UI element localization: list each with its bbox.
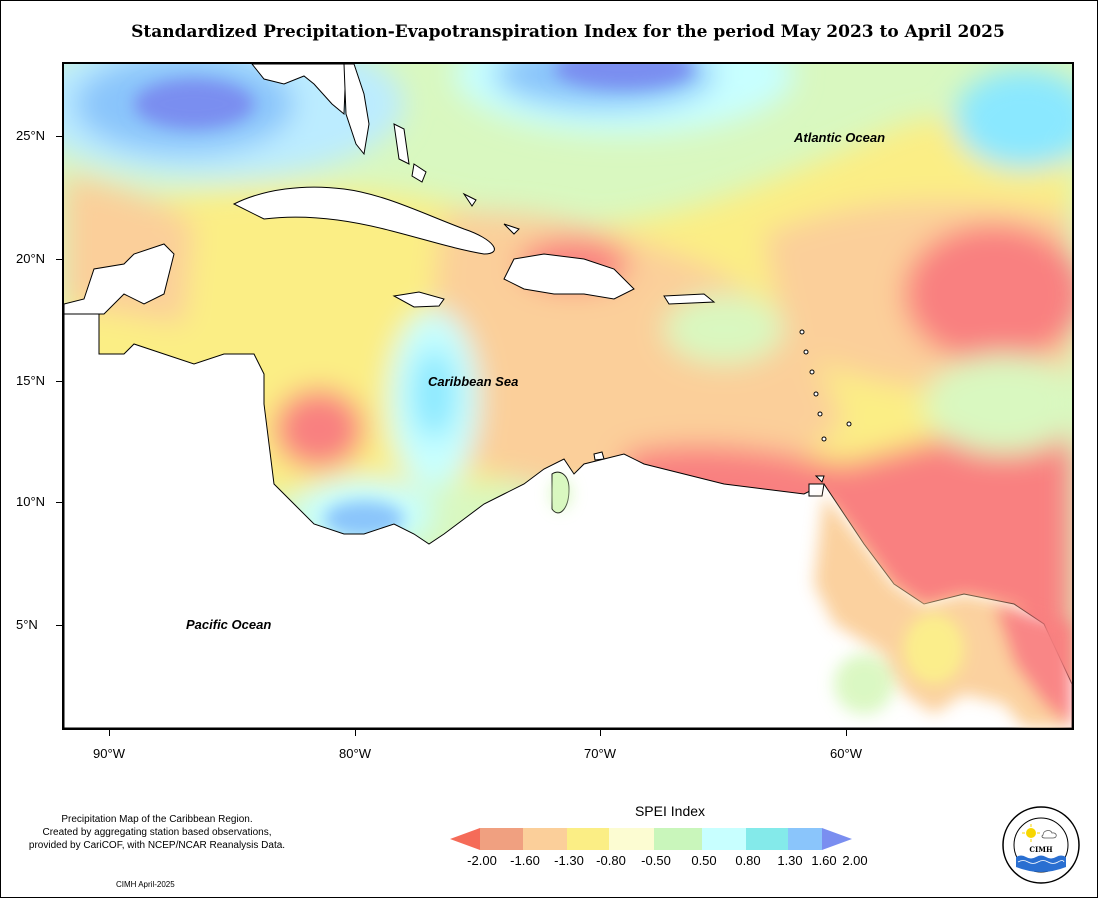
legend-labels: -2.00 -1.60 -1.30 -0.80 -0.50 0.50 0.80 … (452, 853, 867, 871)
credit-line: Created by aggregating station based obs… (42, 827, 272, 838)
legend-value: -2.00 (467, 853, 497, 868)
caribbean-sea-label: Caribbean Sea (428, 374, 519, 389)
legend-swatch (523, 828, 567, 850)
spei-map[interactable] (62, 62, 1074, 730)
legend-swatch (567, 828, 609, 850)
lon-label: 80°W (339, 746, 371, 761)
spei-map-canvas (64, 64, 1072, 728)
legend-value: -1.60 (510, 853, 540, 868)
land-masses (64, 64, 1072, 728)
cimh-logo-icon: CIMH (1002, 806, 1080, 884)
tick-mark (355, 730, 356, 736)
lon-label: 70°W (584, 746, 616, 761)
legend-title: SPEI Index (634, 803, 706, 819)
legend-swatch (609, 828, 654, 850)
tick-mark (56, 502, 62, 503)
tick-mark (56, 381, 62, 382)
legend-value: -1.30 (554, 853, 584, 868)
tick-mark (600, 730, 601, 736)
legend-value: 1.30 (777, 853, 803, 868)
legend-swatch (450, 828, 480, 850)
legend-colorbar (450, 828, 852, 850)
legend-swatch (788, 828, 822, 850)
lon-label: 60°W (830, 746, 862, 761)
tick-mark (56, 136, 62, 137)
lat-label: 5°N (16, 617, 38, 632)
lon-label: 90°W (93, 746, 125, 761)
tick-mark (56, 259, 62, 260)
legend-swatch (702, 828, 746, 850)
legend-value: 0.50 (691, 853, 717, 868)
lat-label: 10°N (16, 494, 46, 509)
tick-mark (109, 730, 110, 736)
atlantic-ocean-label: Atlantic Ocean (794, 130, 886, 145)
lat-label: 20°N (16, 251, 46, 266)
credit-line: provided by CariCOF, with NCEP/NCAR Rean… (28, 840, 286, 851)
legend-swatch (822, 828, 852, 850)
tick-mark (846, 730, 847, 736)
legend-swatch (480, 828, 523, 850)
legend-swatch (746, 828, 788, 850)
tick-mark (56, 625, 62, 626)
map-title: Standardized Precipitation-Evapotranspir… (131, 22, 1005, 42)
lat-label: 25°N (16, 128, 46, 143)
pacific-ocean-label: Pacific Ocean (186, 617, 272, 632)
legend-value: 2.00 (842, 853, 868, 868)
legend-swatch (654, 828, 702, 850)
legend-value: 0.80 (735, 853, 761, 868)
issue-date: CIMH April-2025 (116, 880, 175, 889)
logo-text: CIMH (1029, 845, 1053, 854)
credit-line: Precipitation Map of the Caribbean Regio… (61, 814, 253, 825)
legend-value: -0.50 (641, 853, 671, 868)
map-credits: Precipitation Map of the Caribbean Regio… (6, 813, 308, 852)
legend-value: 1.60 (811, 853, 837, 868)
lat-label: 15°N (16, 373, 46, 388)
legend-value: -0.80 (596, 853, 626, 868)
